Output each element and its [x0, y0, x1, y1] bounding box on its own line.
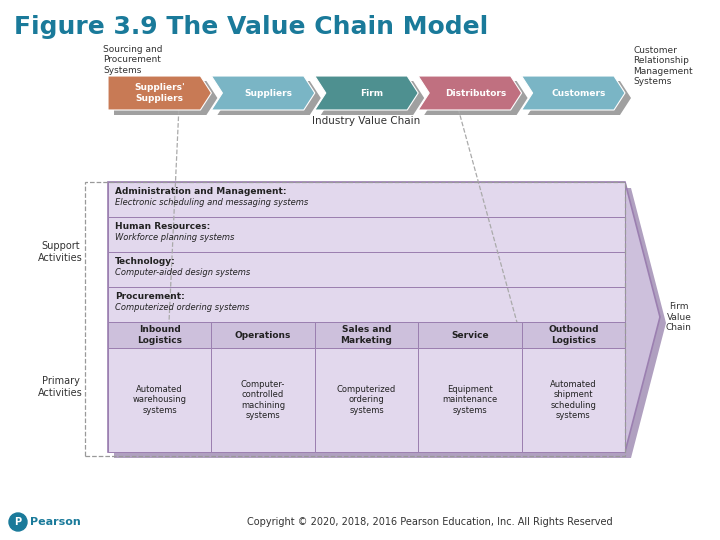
Polygon shape — [424, 81, 528, 115]
Bar — [108, 252, 625, 287]
Text: Operations: Operations — [235, 330, 292, 340]
Text: Service: Service — [451, 330, 489, 340]
Polygon shape — [212, 76, 315, 110]
Bar — [418, 348, 521, 452]
Text: Computerized ordering systems: Computerized ordering systems — [115, 303, 249, 312]
Polygon shape — [108, 76, 212, 110]
Bar — [315, 322, 418, 348]
Bar — [521, 322, 625, 348]
Text: Sales and
Marketing: Sales and Marketing — [341, 325, 392, 345]
Bar — [108, 348, 212, 452]
Bar — [212, 348, 315, 452]
Text: Electronic scheduling and messaging systems: Electronic scheduling and messaging syst… — [115, 198, 308, 207]
Text: Distributors: Distributors — [445, 89, 506, 98]
Bar — [315, 348, 418, 452]
Bar — [418, 322, 521, 348]
Polygon shape — [418, 76, 521, 110]
Text: Suppliers: Suppliers — [245, 89, 292, 98]
Text: Firm
Value
Chain: Firm Value Chain — [666, 302, 692, 332]
Polygon shape — [521, 76, 625, 110]
Polygon shape — [315, 76, 418, 110]
Bar — [212, 322, 315, 348]
Text: Human Resources:: Human Resources: — [115, 222, 210, 231]
Text: Customer
Relationship
Management
Systems: Customer Relationship Management Systems — [633, 46, 693, 86]
Text: Technology:: Technology: — [115, 257, 176, 266]
Polygon shape — [528, 81, 631, 115]
Bar — [521, 348, 625, 452]
Text: Pearson: Pearson — [30, 517, 81, 527]
Text: Support
Activities: Support Activities — [38, 241, 83, 263]
Bar — [108, 287, 625, 322]
Polygon shape — [217, 81, 321, 115]
Bar — [108, 322, 212, 348]
Circle shape — [9, 513, 27, 531]
Text: Automated
shipment
scheduling
systems: Automated shipment scheduling systems — [550, 380, 597, 420]
Polygon shape — [108, 182, 660, 452]
Text: Administration and Management:: Administration and Management: — [115, 187, 287, 196]
Text: Primary
Activities: Primary Activities — [38, 376, 83, 398]
Polygon shape — [321, 81, 424, 115]
Text: Workforce planning systems: Workforce planning systems — [115, 233, 235, 242]
Text: Suppliers'
Suppliers: Suppliers' Suppliers — [135, 83, 185, 103]
Text: Automated
warehousing
systems: Automated warehousing systems — [132, 385, 186, 415]
Text: Figure 3.9 The Value Chain Model: Figure 3.9 The Value Chain Model — [14, 15, 488, 39]
Text: Computer-aided design systems: Computer-aided design systems — [115, 268, 251, 277]
Polygon shape — [114, 81, 217, 115]
Text: Firm: Firm — [361, 89, 384, 98]
Polygon shape — [114, 188, 666, 458]
Text: Sourcing and
Procurement
Systems: Sourcing and Procurement Systems — [103, 45, 163, 75]
Text: Customers: Customers — [552, 89, 606, 98]
Bar — [108, 217, 625, 252]
Bar — [108, 182, 625, 217]
Text: Procurement:: Procurement: — [115, 292, 185, 301]
Text: Outbound
Logistics: Outbound Logistics — [548, 325, 598, 345]
Text: Computer-
controlled
machining
systems: Computer- controlled machining systems — [241, 380, 285, 420]
Text: Copyright © 2020, 2018, 2016 Pearson Education, Inc. All Rights Reserved: Copyright © 2020, 2018, 2016 Pearson Edu… — [247, 517, 613, 527]
Text: Computerized
ordering
systems: Computerized ordering systems — [337, 385, 396, 415]
Text: Industry Value Chain: Industry Value Chain — [312, 116, 420, 126]
Text: Inbound
Logistics: Inbound Logistics — [138, 325, 182, 345]
Text: Equipment
maintenance
systems: Equipment maintenance systems — [442, 385, 498, 415]
Text: P: P — [14, 517, 22, 527]
Bar — [85, 182, 625, 456]
